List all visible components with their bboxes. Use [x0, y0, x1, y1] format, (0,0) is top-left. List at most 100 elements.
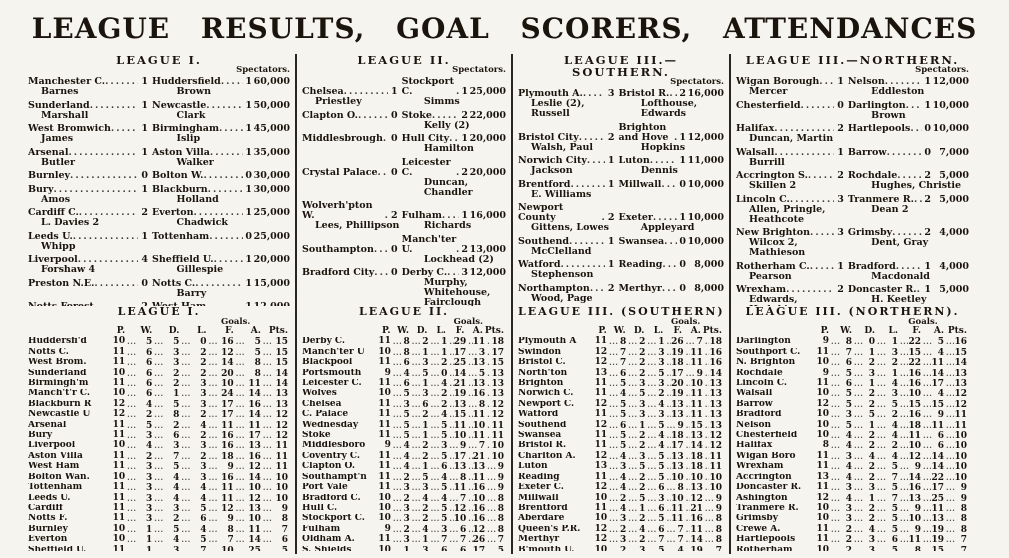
- stat-value: 13: [705, 389, 724, 400]
- team-name: West Ham: [28, 462, 80, 472]
- table-row: Everton101457146: [28, 534, 290, 545]
- stat-value: 6: [609, 421, 628, 431]
- home-score: 2: [837, 170, 844, 181]
- home-team: Notts Forest: [28, 302, 94, 307]
- table-row: Exeter C. 1242681310: [518, 482, 724, 493]
- stat-value: 5: [181, 535, 208, 545]
- stat-value: 11: [449, 483, 468, 493]
- stat-header: L.: [436, 326, 446, 336]
- stat-header: A.: [690, 326, 701, 336]
- away-score: 1: [245, 207, 252, 218]
- table-row: Notts C. 1163212515: [28, 347, 290, 358]
- away-team: Newcastle: [152, 99, 207, 111]
- stat-value: 12: [900, 452, 923, 462]
- stat-value: 12: [594, 482, 608, 493]
- away-score: 1: [924, 76, 931, 87]
- spectators-label: Spectators.: [915, 65, 969, 75]
- stat-header: Pts.: [484, 326, 504, 336]
- stat-value: 11: [378, 482, 391, 493]
- stat-value: 4: [127, 400, 154, 410]
- table-row: Southport C.1171315415: [736, 347, 969, 358]
- dot-leader: [385, 211, 388, 221]
- attendance: 35,000: [253, 146, 290, 158]
- stat-value: 13: [705, 400, 724, 410]
- team-name: Rochdale: [736, 368, 783, 378]
- stat-value: 21: [449, 379, 468, 389]
- stat-value: 12: [594, 523, 608, 534]
- stat-value: 3: [127, 473, 154, 483]
- stat-value: 13: [449, 462, 468, 472]
- stat-value: 11: [378, 471, 391, 482]
- stat-value: 5: [127, 337, 154, 348]
- team-name: Tottenham: [28, 483, 83, 493]
- table-title: LEAGUE III. (SOUTHERN).: [518, 306, 724, 318]
- away-scorers: [856, 158, 969, 168]
- stat-value: 2: [877, 410, 900, 420]
- dot-leader: [70, 171, 138, 181]
- stat-value: 9: [822, 367, 829, 378]
- stat-value: 2: [877, 441, 900, 452]
- dot-leader: [810, 262, 834, 272]
- away-team: Bradford: [847, 260, 896, 272]
- header-team-cell: [302, 327, 374, 336]
- dot-leader: [73, 232, 138, 242]
- home-cell: Manchester C.: [28, 77, 138, 87]
- stat-value: 15: [449, 410, 468, 420]
- table-row: Barrow12525151512: [736, 399, 969, 410]
- home-cell: Southampton: [302, 244, 388, 255]
- home-cell: Wolverh'pton W.: [302, 201, 388, 221]
- table-row: Accrington 13427142210: [736, 472, 969, 483]
- stat-value: 8: [831, 337, 854, 348]
- table-header-row: P. W. D. L. F. A. Pts.: [28, 326, 290, 336]
- stat-value: 9: [946, 483, 969, 493]
- stat-value: 7: [647, 535, 666, 545]
- away-scorers: [626, 270, 724, 280]
- stat-value: 11: [686, 400, 705, 410]
- home-scorers: [302, 144, 409, 154]
- stat-value: 4: [431, 494, 450, 504]
- stat-value: 11: [594, 378, 608, 389]
- stat-value: 14: [923, 369, 946, 379]
- stat-value: 11: [112, 461, 126, 472]
- stat-value: 11: [686, 348, 705, 358]
- home-team: Newport County: [518, 202, 564, 223]
- away-scorers: Islip: [176, 133, 201, 144]
- stat-value: 10: [816, 409, 829, 420]
- stat-value: 4: [154, 494, 181, 504]
- away-scorers: Hamilton: [423, 143, 474, 154]
- dot-leader: [653, 213, 677, 223]
- stat-value: 5: [431, 514, 450, 524]
- stat-value: 11: [263, 452, 290, 462]
- stat-value: 3: [628, 410, 647, 420]
- stat-value: 15: [263, 358, 290, 368]
- away-scorers: Lofthouse, Edwards: [640, 98, 698, 119]
- away-cell: Birmingham: [152, 124, 243, 134]
- scorers-line: Leslie (2), Russell Lofthouse, Edwards: [518, 99, 724, 119]
- stat-header: W.: [840, 326, 852, 336]
- stat-header: P.: [116, 326, 126, 336]
- dot-leader: [583, 89, 605, 99]
- stat-value: 6: [127, 358, 154, 368]
- stat-value: 13: [468, 358, 487, 368]
- dot-leader: [68, 148, 138, 158]
- team-name: Notts C.: [28, 347, 69, 357]
- home-score: 2: [837, 123, 844, 134]
- stat-value: 10: [816, 544, 829, 551]
- stat-value: 14: [705, 369, 724, 379]
- page-title: LEAGUE RESULTS, GOAL SCORERS, ATTENDANCE…: [31, 12, 978, 45]
- home-score: 2: [607, 212, 615, 223]
- team-name: Luton: [518, 462, 548, 472]
- attendance: 45,000: [253, 123, 290, 134]
- dot-leader: [209, 232, 243, 242]
- stat-value: 6: [923, 441, 946, 452]
- away-scorers: Dent, Gray: [871, 237, 929, 248]
- away-scorers: Chadwick: [176, 217, 228, 228]
